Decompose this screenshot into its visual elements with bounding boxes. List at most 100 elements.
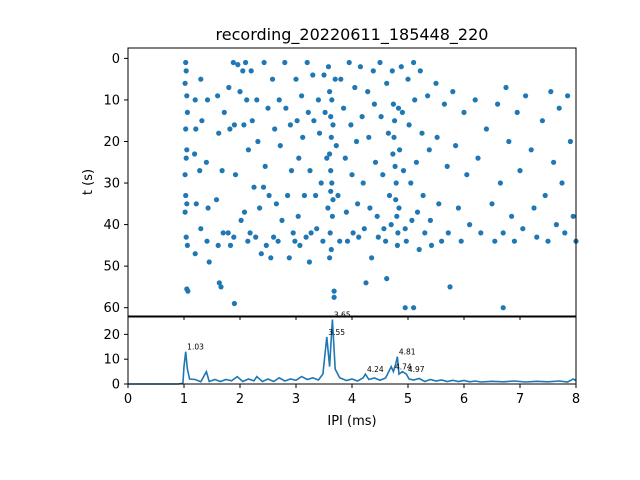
raster-point xyxy=(495,101,501,107)
raster-point xyxy=(249,118,255,124)
raster-point xyxy=(328,134,334,140)
raster-point xyxy=(285,192,291,199)
raster-point xyxy=(388,222,394,228)
peak-annotation: 3.55 xyxy=(328,328,345,337)
raster-point xyxy=(330,122,336,128)
raster-point xyxy=(414,209,421,215)
raster-point xyxy=(286,255,292,261)
histogram-x-tick-label: 5 xyxy=(404,392,412,407)
raster-point xyxy=(288,168,295,174)
raster-point xyxy=(361,226,367,232)
raster-point xyxy=(240,68,246,74)
raster-point xyxy=(225,230,231,236)
raster-point xyxy=(352,84,358,91)
raster-point xyxy=(266,192,272,199)
raster-point xyxy=(227,242,234,248)
raster-point xyxy=(390,101,396,107)
raster-point xyxy=(359,114,365,120)
raster-point xyxy=(332,76,338,82)
raster-point xyxy=(328,188,334,194)
raster-point xyxy=(218,284,224,290)
histogram-x-axis-label: IPI (ms) xyxy=(327,414,376,429)
raster-point xyxy=(237,89,243,95)
raster-point xyxy=(283,105,289,111)
raster-point xyxy=(335,192,341,199)
raster-point xyxy=(337,238,343,244)
raster-point xyxy=(343,209,349,215)
raster-point xyxy=(461,109,467,115)
peak-annotation: 4.74 xyxy=(395,363,412,372)
raster-point xyxy=(383,238,389,244)
raster-point xyxy=(342,155,348,161)
raster-point xyxy=(248,68,254,74)
raster-point xyxy=(308,230,314,236)
raster-y-tick-label: 40 xyxy=(103,218,120,233)
raster-point xyxy=(184,147,190,153)
raster-point xyxy=(321,72,327,78)
raster-point xyxy=(199,118,205,124)
raster-point xyxy=(413,159,419,165)
histogram-frame xyxy=(127,316,577,385)
raster-point xyxy=(203,159,209,165)
raster-point xyxy=(565,93,571,99)
raster-point xyxy=(182,172,188,178)
peak-annotation: 1.03 xyxy=(187,343,204,352)
raster-point xyxy=(350,230,356,236)
histogram-x-ticks: 0 1 2 3 4 5 6 7 8 xyxy=(124,384,580,407)
raster-point xyxy=(297,242,303,248)
raster-point xyxy=(311,118,317,124)
raster-point xyxy=(306,259,312,265)
peak-annotation: 4.24 xyxy=(367,365,384,374)
raster-y-axis-label: t (s) xyxy=(81,169,96,195)
raster-point xyxy=(275,238,281,244)
raster-point xyxy=(329,180,335,186)
raster-points xyxy=(182,59,579,311)
raster-point xyxy=(355,201,361,207)
raster-point xyxy=(245,147,251,153)
raster-point xyxy=(331,288,337,294)
raster-point xyxy=(271,234,277,240)
raster-point xyxy=(292,238,298,244)
raster-point xyxy=(269,76,276,82)
raster-point xyxy=(367,205,373,211)
raster-point xyxy=(241,122,247,128)
raster-point xyxy=(296,155,302,161)
raster-point xyxy=(399,109,405,115)
histogram-annotations: 1.03 3.65 3.55 4.24 4.81 4.744.97 xyxy=(187,310,425,374)
raster-point xyxy=(294,118,300,124)
raster-point xyxy=(531,205,537,211)
raster-point xyxy=(411,305,417,311)
raster-point xyxy=(567,138,574,145)
raster-y-tick-label: 0 xyxy=(112,52,120,67)
raster-point xyxy=(338,76,344,82)
raster-point xyxy=(276,97,282,103)
raster-point xyxy=(394,242,400,248)
raster-point xyxy=(403,238,409,244)
raster-point xyxy=(395,105,402,111)
raster-point xyxy=(433,80,439,86)
raster-point xyxy=(301,192,307,199)
raster-point xyxy=(450,89,456,95)
raster-point xyxy=(428,242,435,248)
raster-point xyxy=(416,246,422,253)
raster-point xyxy=(197,168,203,174)
raster-point xyxy=(192,251,198,257)
raster-point xyxy=(365,89,371,95)
raster-point xyxy=(439,238,445,244)
raster-point xyxy=(303,234,309,240)
raster-point xyxy=(310,72,316,78)
histogram-curve xyxy=(128,319,577,385)
raster-point xyxy=(434,134,440,140)
raster-point xyxy=(393,197,399,203)
raster-point xyxy=(528,147,534,153)
raster-point xyxy=(216,280,222,286)
raster-point xyxy=(325,64,332,70)
raster-point xyxy=(185,288,191,294)
raster-point xyxy=(363,280,369,286)
raster-point xyxy=(204,238,210,244)
raster-point xyxy=(232,172,239,178)
peak-annotation: 4.81 xyxy=(399,348,416,357)
raster-point xyxy=(320,238,326,244)
raster-point xyxy=(251,184,257,190)
raster-y-tick-label: 20 xyxy=(103,135,120,150)
